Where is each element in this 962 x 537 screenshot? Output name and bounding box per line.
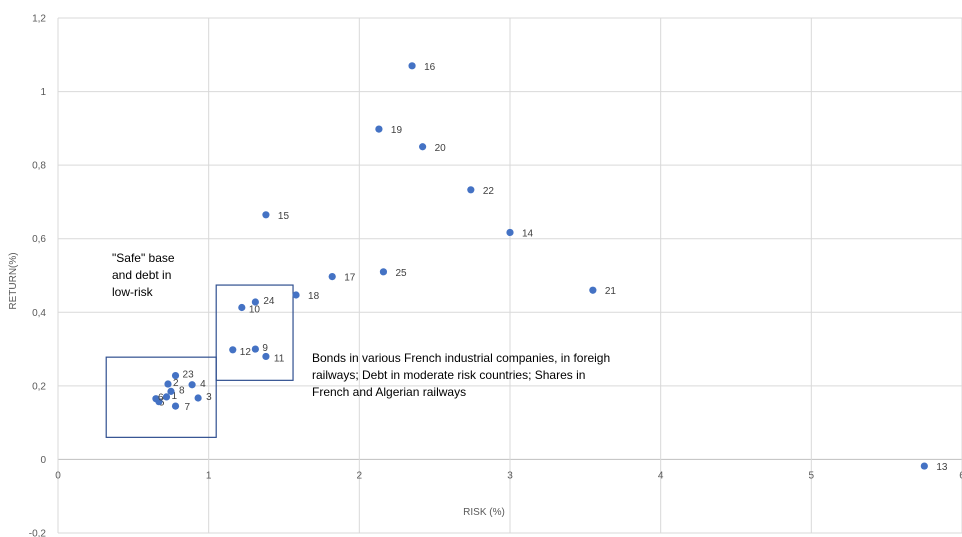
data-point-4 bbox=[188, 381, 196, 389]
point-label-2: 2 bbox=[173, 378, 179, 389]
point-label-6: 6 bbox=[158, 393, 164, 404]
point-label-17: 17 bbox=[344, 273, 356, 284]
data-point-21 bbox=[589, 286, 597, 294]
data-point-6 bbox=[155, 398, 163, 406]
x-tick-label: 2 bbox=[357, 470, 363, 481]
point-label-1: 1 bbox=[171, 391, 177, 402]
point-label-3: 3 bbox=[206, 392, 212, 403]
point-label-4: 4 bbox=[200, 379, 206, 390]
x-axis-title: RISK (%) bbox=[463, 507, 505, 518]
data-point-8 bbox=[167, 387, 175, 395]
point-label-8: 8 bbox=[179, 385, 185, 396]
data-point-22 bbox=[467, 186, 475, 194]
point-label-12: 12 bbox=[240, 347, 252, 358]
annotation-layer: "Safe" base and debt in low-risk Bonds in v… bbox=[112, 251, 610, 399]
point-label-25: 25 bbox=[395, 268, 407, 279]
point-label-9: 9 bbox=[262, 343, 268, 354]
highlight-box-2 bbox=[215, 284, 294, 381]
y-tick-label: -0,2 bbox=[29, 529, 47, 537]
x-tick-label: 6 bbox=[959, 470, 962, 481]
box-layer bbox=[105, 284, 294, 438]
annotation-line: Bonds in various French industrial compa… bbox=[312, 351, 610, 365]
x-tick-label: 5 bbox=[809, 470, 815, 481]
tick-layer: -0,200,20,40,60,811,20123456 bbox=[29, 14, 962, 537]
y-tick-label: 1 bbox=[40, 87, 46, 98]
point-label-10: 10 bbox=[249, 305, 261, 316]
data-point-16 bbox=[408, 62, 416, 70]
data-point-23 bbox=[171, 371, 180, 380]
grid-layer bbox=[57, 17, 962, 534]
data-point-7 bbox=[171, 402, 180, 410]
annotation-line: low-risk bbox=[112, 285, 154, 299]
point-label-7: 7 bbox=[185, 402, 191, 413]
y-tick-label: 1,2 bbox=[32, 14, 46, 25]
point-layer: 1234567891011121314151617181920212223242… bbox=[152, 62, 948, 473]
x-tick-label: 0 bbox=[55, 470, 61, 481]
point-label-21: 21 bbox=[605, 286, 617, 297]
data-point-3 bbox=[194, 394, 202, 402]
y-tick-label: 0,6 bbox=[32, 234, 46, 245]
data-point-10 bbox=[238, 303, 246, 312]
data-point-9 bbox=[251, 345, 259, 353]
data-point-13 bbox=[920, 462, 928, 470]
data-point-2 bbox=[164, 380, 172, 388]
data-point-25 bbox=[379, 268, 388, 276]
point-label-16: 16 bbox=[424, 62, 436, 73]
point-label-20: 20 bbox=[435, 143, 447, 154]
x-tick-label: 4 bbox=[658, 470, 664, 481]
data-point-14 bbox=[506, 228, 514, 237]
data-point-12 bbox=[229, 346, 237, 354]
point-label-11: 11 bbox=[274, 353, 285, 364]
annotation-line: "Safe" base bbox=[112, 251, 175, 265]
data-point-20 bbox=[419, 143, 427, 151]
point-label-24: 24 bbox=[263, 296, 275, 307]
x-tick-label: 1 bbox=[206, 470, 212, 481]
y-tick-label: 0 bbox=[40, 455, 46, 466]
point-label-23: 23 bbox=[183, 370, 195, 381]
y-tick-label: 0,4 bbox=[32, 308, 46, 319]
x-tick-label: 3 bbox=[507, 470, 513, 481]
highlight-box-1 bbox=[105, 356, 217, 438]
y-tick-label: 0,8 bbox=[32, 161, 46, 172]
data-point-11 bbox=[262, 352, 270, 361]
data-point-1 bbox=[162, 393, 171, 401]
y-axis-title: RETURN(%) bbox=[8, 252, 19, 309]
point-label-13: 13 bbox=[936, 462, 948, 473]
point-label-15: 15 bbox=[278, 211, 290, 222]
annotation-line: railways; Debt in moderate risk countrie… bbox=[312, 368, 585, 382]
point-label-19: 19 bbox=[391, 125, 403, 136]
data-point-18 bbox=[292, 291, 300, 299]
data-point-24 bbox=[251, 298, 259, 306]
data-point-19 bbox=[375, 125, 383, 133]
annotation-1: "Safe" base and debt in low-risk bbox=[112, 251, 175, 299]
annotation-2: Bonds in various French industrial compa… bbox=[312, 351, 610, 399]
point-label-14: 14 bbox=[522, 228, 534, 239]
data-point-17 bbox=[328, 273, 336, 281]
y-tick-label: 0,2 bbox=[32, 381, 46, 392]
point-label-22: 22 bbox=[483, 186, 495, 197]
data-point-15 bbox=[262, 211, 270, 219]
annotation-line: French and Algerian railways bbox=[312, 385, 466, 399]
annotation-line: and debt in bbox=[112, 268, 171, 282]
point-label-18: 18 bbox=[308, 291, 320, 302]
